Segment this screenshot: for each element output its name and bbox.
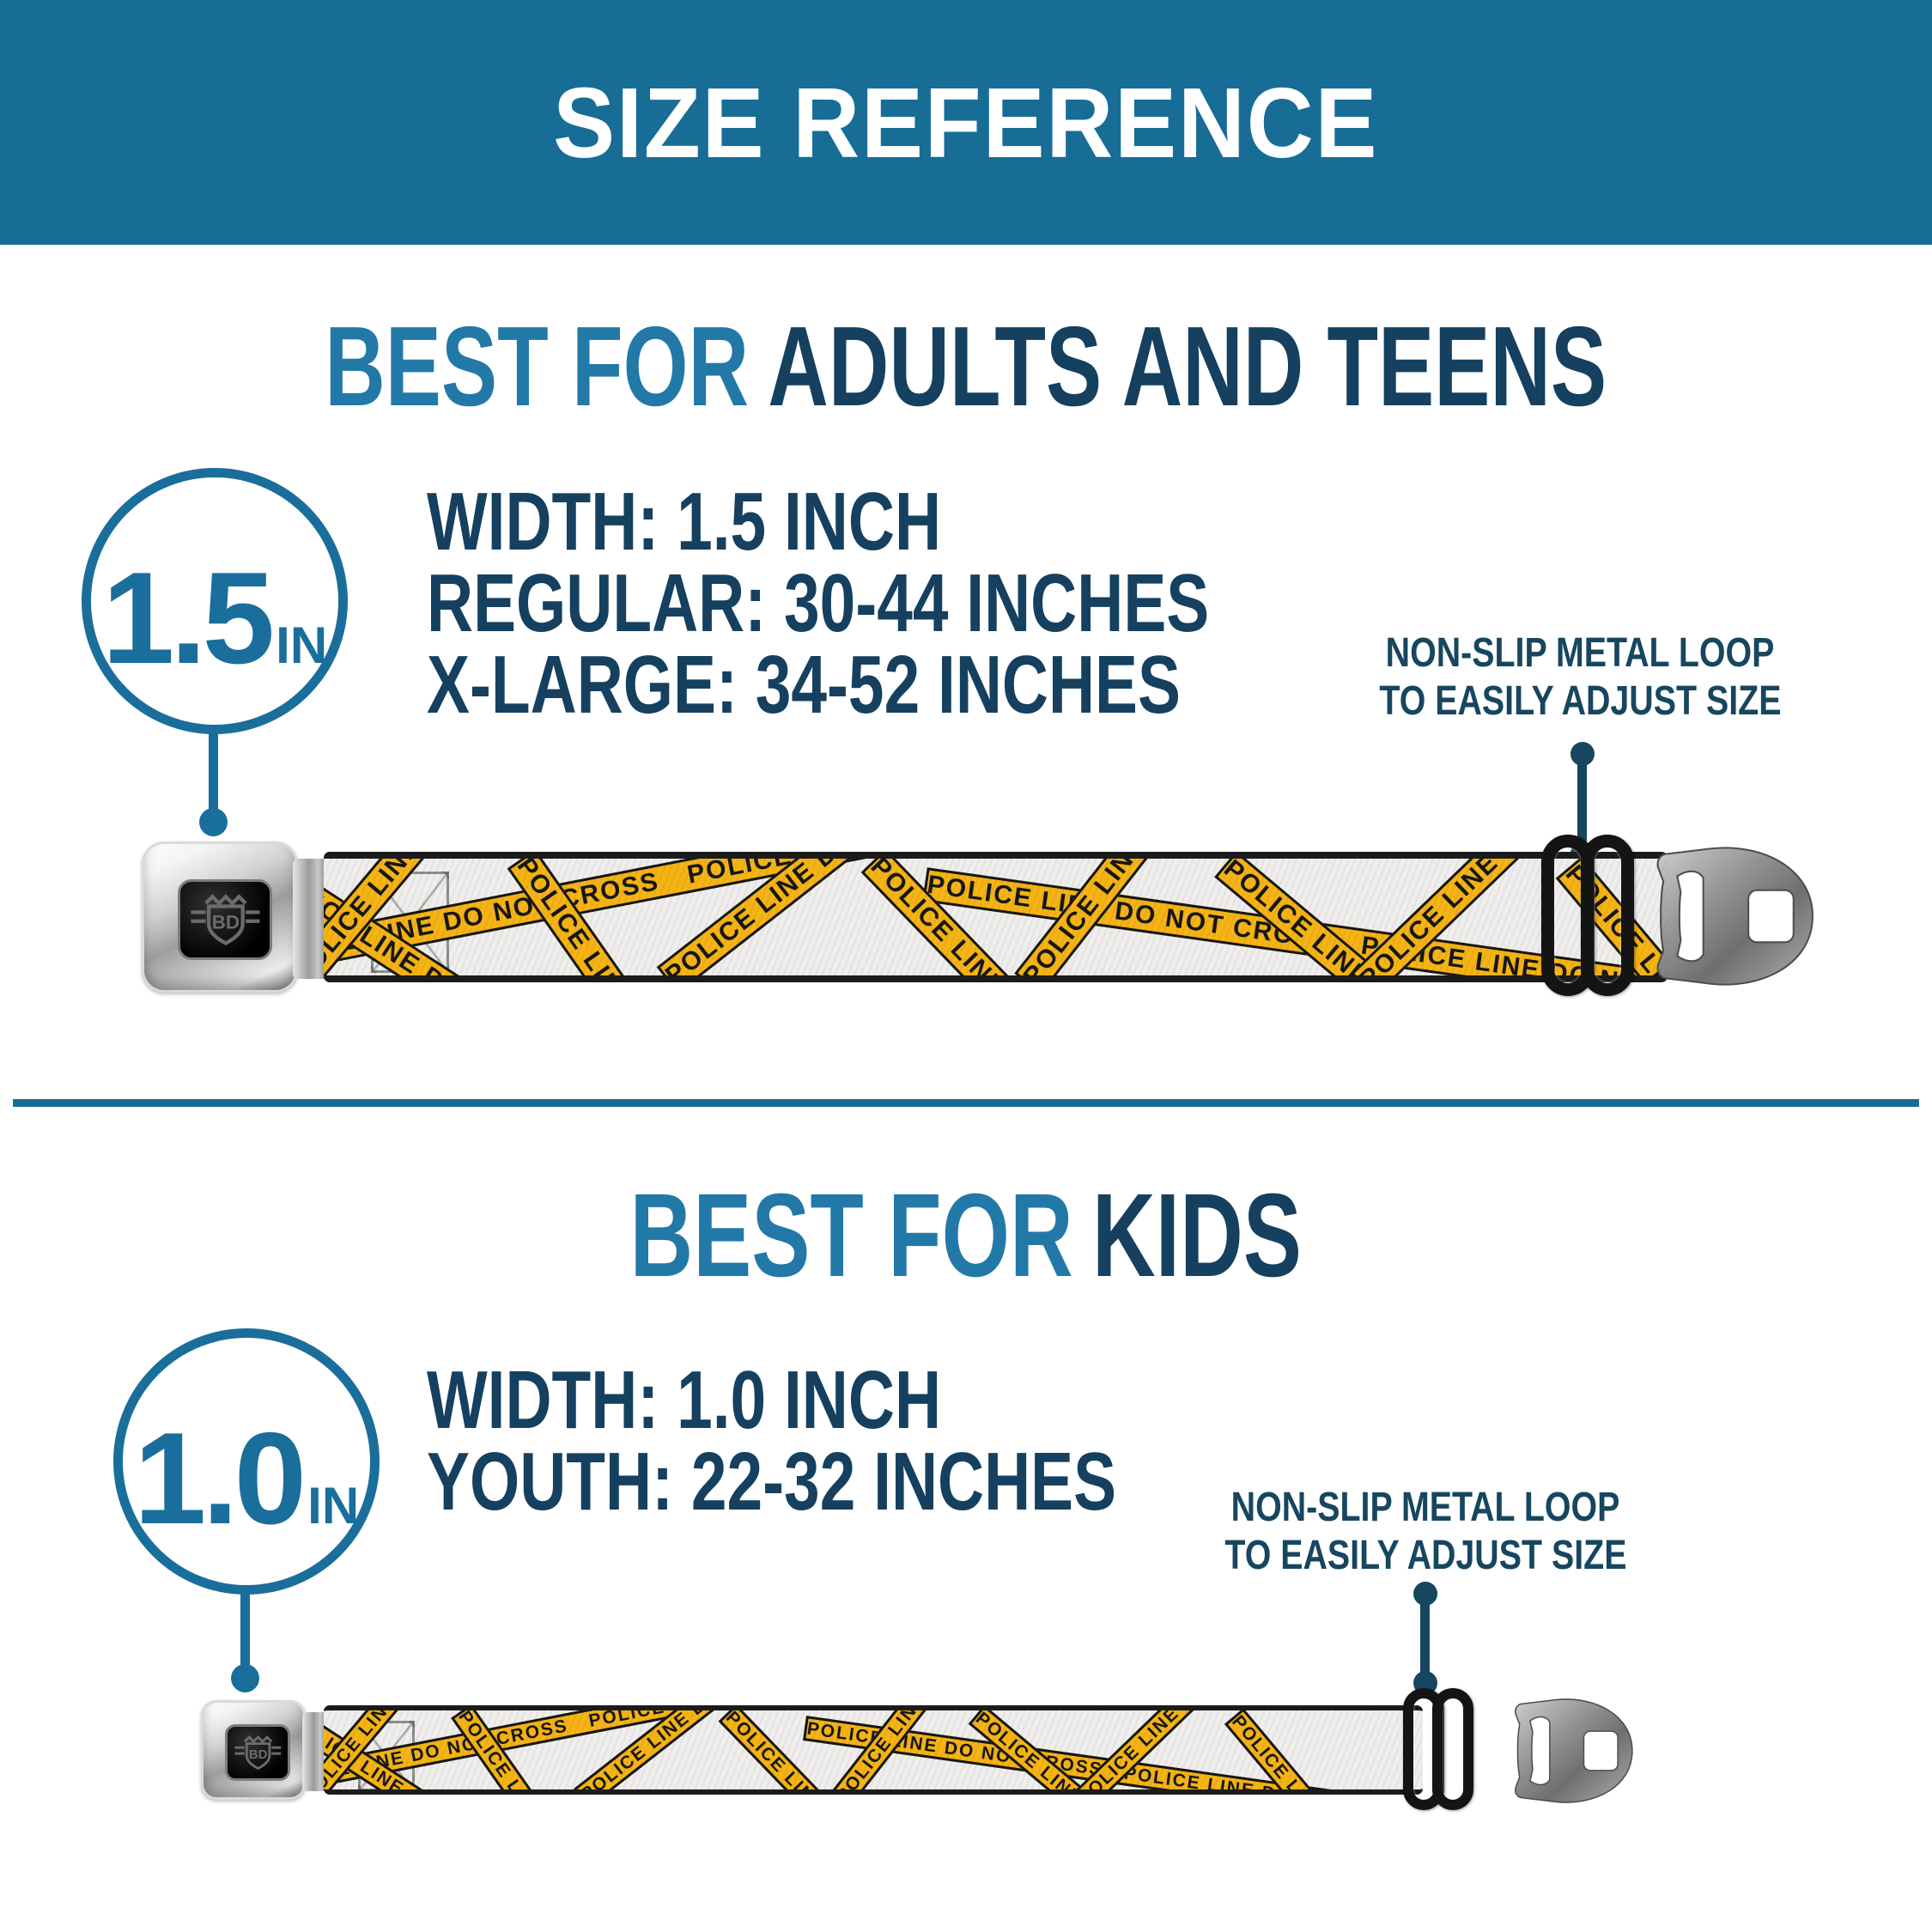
annotation-connector — [1577, 754, 1587, 850]
width-unit: IN — [307, 1477, 360, 1534]
svg-text:BD: BD — [212, 911, 240, 933]
spec-xlarge: X-LARGE: 34-52 INCHES — [427, 639, 1181, 731]
heading-rest: KIDS — [1092, 1170, 1303, 1302]
bd-logo-icon: BD — [234, 1735, 282, 1771]
page-title: SIZE REFERENCE — [553, 66, 1379, 179]
belt-strap-police-tape: POLICE LINE DO NOT CROSS POLICE LINE DO … — [324, 852, 1668, 982]
width-badge-1-0in: 1.0 IN — [113, 1328, 380, 1595]
callout-dot — [199, 808, 228, 836]
callout-line — [240, 1592, 250, 1674]
heading-highlight: BEST FOR — [629, 1170, 1074, 1302]
belt-kids: BD POLICE LINE DO NOT CROSS POLICE LINE … — [201, 1688, 1661, 1810]
section-heading-adults: BEST FOR ADULTS AND TEENS — [0, 310, 1932, 423]
spec-width: WIDTH: 1.5 INCH — [427, 476, 942, 568]
specs-adults: WIDTH: 1.5 INCH REGULAR: 30-44 INCHES X-… — [427, 481, 1430, 726]
heading-highlight: BEST FOR — [325, 303, 750, 429]
width-value: 1.0 — [133, 1406, 307, 1552]
belt-adults: BD POLICE LINE DO NOT CROSS POLICE LINE … — [142, 835, 1825, 1006]
buckle-latch-tab — [293, 859, 329, 979]
spec-youth: YOUTH: 22-32 INCHES — [427, 1436, 1117, 1528]
callout-dot — [231, 1664, 259, 1692]
spec-width: WIDTH: 1.0 INCH — [427, 1354, 942, 1446]
annotation-line1: NON-SLIP METAL LOOP — [1230, 1485, 1620, 1530]
metal-slide-loop — [1432, 1688, 1473, 1810]
seatbelt-tongue-plate — [1656, 847, 1814, 986]
seatbelt-buckle: BD — [142, 841, 298, 993]
annotation-line2: TO EASILY ADJUST SIZE — [1378, 678, 1782, 724]
width-unit: IN — [276, 617, 328, 674]
svg-text:BD: BD — [249, 1747, 268, 1762]
annotation-line1: NON-SLIP METAL LOOP — [1385, 630, 1775, 676]
annotation-dot-top — [1413, 1582, 1437, 1606]
annotation-dot-top — [1571, 742, 1595, 766]
metal-slide-loop — [1581, 835, 1634, 996]
spec-regular: REGULAR: 30-44 INCHES — [427, 557, 1210, 649]
bd-logo-icon: BD — [191, 894, 260, 945]
annotation-line2: TO EASILY ADJUST SIZE — [1224, 1533, 1627, 1578]
belt-strap-police-tape: POLICE LINE DO NOT CROSS POLICE LINE DO … — [324, 1705, 1423, 1795]
annotation-metal-loop: NON-SLIP METAL LOOP TO EASILY ADJUST SIZ… — [1279, 629, 1880, 726]
section-heading-kids: BEST FOR KIDS — [0, 1176, 1932, 1295]
width-value: 1.5 — [101, 545, 275, 691]
buckle-logo-plate: BD — [225, 1724, 290, 1781]
annotation-metal-loop: NON-SLIP METAL LOOP TO EASILY ADJUST SIZ… — [1125, 1484, 1726, 1580]
section-divider — [13, 1099, 1919, 1107]
heading-rest: ADULTS AND TEENS — [768, 303, 1607, 429]
callout-line — [209, 732, 218, 817]
annotation-connector — [1420, 1594, 1430, 1681]
header-band: SIZE REFERENCE — [0, 0, 1932, 245]
width-badge-1-5in: 1.5 IN — [82, 468, 348, 734]
specs-kids: WIDTH: 1.0 INCH YOUTH: 22-32 INCHES — [427, 1354, 1311, 1528]
buckle-logo-plate: BD — [178, 879, 272, 960]
seatbelt-buckle: BD — [201, 1700, 306, 1800]
seatbelt-tongue-plate — [1515, 1698, 1633, 1803]
